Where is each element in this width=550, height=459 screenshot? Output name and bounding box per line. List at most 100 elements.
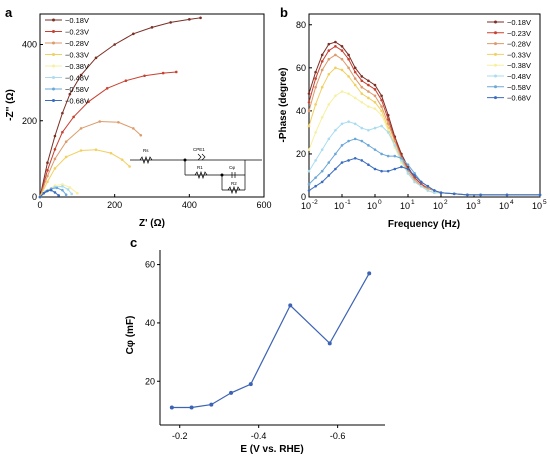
panel-a-point bbox=[124, 79, 128, 83]
panel-a-xtick-label: 600 bbox=[256, 200, 271, 210]
panel-a-point bbox=[113, 43, 116, 46]
legend-marker-dot bbox=[494, 52, 497, 56]
panel-b-ytick-label: 20 bbox=[296, 149, 306, 159]
panel-b-point bbox=[347, 66, 350, 70]
panel-b-point bbox=[353, 70, 357, 74]
panel-b-point bbox=[419, 182, 423, 186]
panel-a-point bbox=[46, 189, 49, 193]
panel-b-point bbox=[347, 57, 350, 61]
panel-b-point bbox=[373, 94, 377, 98]
panel-b-point bbox=[373, 88, 377, 91]
panel-b-point bbox=[419, 184, 423, 188]
panel-c-point bbox=[367, 271, 372, 276]
panel-a-point bbox=[132, 127, 135, 130]
panel-b-point bbox=[340, 49, 344, 52]
panel-c-ylabel: Cφ (mF) bbox=[125, 316, 136, 355]
panel-b-ytick-label: 60 bbox=[296, 63, 306, 73]
panel-b-point bbox=[367, 105, 370, 108]
panel-b-point bbox=[386, 118, 390, 121]
panel-a-point bbox=[46, 174, 49, 178]
circuit-label-cphi: Cφ bbox=[229, 165, 235, 170]
panel-b-point bbox=[380, 109, 383, 113]
panel-b-point bbox=[314, 176, 317, 179]
panel-b-xtick-exponent: -1 bbox=[345, 199, 351, 206]
legend-entry: −0.18V bbox=[507, 18, 531, 27]
panel-b-point bbox=[327, 42, 331, 46]
panel-b-point bbox=[347, 120, 350, 123]
panel-b-point bbox=[380, 105, 383, 108]
panel-b-point bbox=[334, 167, 337, 171]
panel-a-point bbox=[53, 191, 57, 194]
panel-c-point bbox=[288, 303, 293, 308]
legend-marker-dot bbox=[52, 87, 55, 91]
panel-b-xtick-exponent: 3 bbox=[477, 199, 481, 206]
panel-b-point bbox=[360, 75, 364, 78]
panel-label-a: a bbox=[5, 5, 13, 20]
panel-b-point bbox=[320, 180, 324, 184]
panel-b-point bbox=[386, 169, 390, 173]
panel-b-point bbox=[320, 148, 324, 151]
panel-a-frame bbox=[39, 13, 265, 198]
panel-a-point bbox=[98, 120, 102, 123]
panel-b-xtick-label: 10 bbox=[433, 201, 443, 211]
panel-b-point bbox=[347, 92, 350, 95]
panel-b-point bbox=[340, 161, 344, 164]
legend-marker-dot bbox=[494, 96, 497, 100]
panel-a-point bbox=[61, 111, 64, 115]
legend-entry: −0.58V bbox=[65, 85, 89, 94]
panel-b-point bbox=[334, 128, 337, 132]
panel-b-xtick-label: 10 bbox=[532, 201, 542, 211]
panel-a-point bbox=[70, 192, 74, 196]
panel-b-point bbox=[400, 165, 403, 169]
panel-a-point bbox=[46, 180, 49, 184]
panel-c-ytick-label: 40 bbox=[145, 318, 155, 328]
panel-c-capacitance-plot: E (V vs. RHE) Cφ (mF) -0.2 -0.4 -0.6 20 40 60 bbox=[125, 250, 385, 455]
panel-b-point bbox=[413, 172, 416, 175]
panel-b-ytick-label: 0 bbox=[301, 192, 306, 202]
panel-b-point bbox=[327, 49, 331, 52]
panel-b-point bbox=[320, 60, 324, 63]
panel-b-point bbox=[334, 44, 337, 48]
panel-b-point bbox=[386, 122, 390, 126]
panel-b-point bbox=[505, 193, 509, 197]
panel-b-point bbox=[386, 131, 390, 134]
panel-b-point bbox=[320, 85, 324, 89]
panel-b-point bbox=[340, 144, 344, 147]
panel-b-point bbox=[479, 193, 482, 197]
panel-b-xtick-exponent: 2 bbox=[444, 199, 448, 206]
panel-b-xtick-exponent: -2 bbox=[312, 199, 318, 206]
panel-b-series-line bbox=[308, 67, 540, 196]
panel-b-point bbox=[334, 53, 337, 57]
legend-entry: −0.58V bbox=[507, 83, 531, 92]
panel-a-point bbox=[72, 115, 75, 119]
legend-marker-dot bbox=[52, 76, 55, 79]
panel-a-point bbox=[87, 100, 90, 103]
legend-entry: −0.28V bbox=[65, 39, 89, 48]
panel-b-point bbox=[307, 92, 311, 95]
panel-a-point bbox=[53, 157, 57, 161]
panel-a-point bbox=[53, 134, 57, 138]
panel-a-point bbox=[169, 21, 172, 24]
panel-b-point bbox=[393, 167, 397, 171]
panel-b-point bbox=[347, 75, 350, 78]
panel-b-point bbox=[393, 154, 397, 158]
panel-b-point bbox=[538, 193, 542, 197]
panel-b-point bbox=[327, 57, 331, 61]
panel-b-point bbox=[314, 70, 317, 74]
panel-a-point bbox=[128, 165, 131, 168]
panel-b-point bbox=[307, 182, 311, 186]
panel-c-xlabel: E (V vs. RHE) bbox=[240, 444, 303, 455]
legend-marker-dot bbox=[494, 20, 497, 24]
panel-b-point bbox=[386, 154, 390, 158]
panel-b-legend: −0.18V −0.23V −0.28V−0.33V −0.38V −0.48V −0.5… bbox=[487, 18, 531, 103]
panel-b-point bbox=[307, 148, 311, 151]
panel-b-point bbox=[380, 113, 383, 117]
legend-marker-dot bbox=[52, 99, 55, 102]
panel-b-point bbox=[367, 79, 370, 83]
panel-b-point bbox=[373, 107, 377, 111]
legend-marker-dot bbox=[494, 63, 497, 67]
legend-marker-dot bbox=[52, 41, 55, 45]
panel-b-point bbox=[334, 40, 337, 44]
panel-b-xtick-label: 10 bbox=[334, 201, 344, 211]
